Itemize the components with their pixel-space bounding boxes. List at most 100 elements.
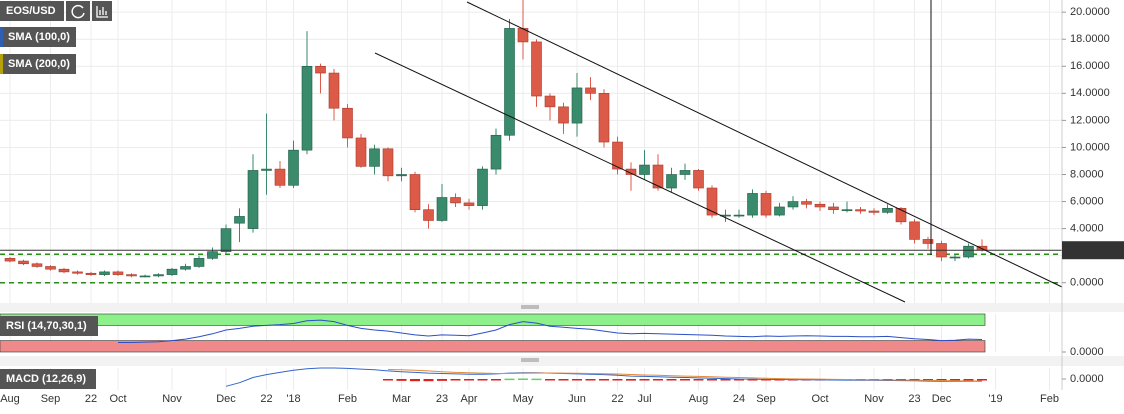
candle-body (612, 141, 623, 170)
y-tick-label: 4.0000 (1070, 223, 1104, 235)
x-tick-label: Aug (689, 393, 709, 405)
rsi-tag[interactable]: RSI (14,70,30,1) (0, 316, 98, 336)
histogram-bar (639, 379, 650, 381)
indicator-color (0, 54, 3, 74)
x-tick-label: 23 (908, 393, 920, 405)
candle-body (247, 170, 259, 229)
candle-body (207, 251, 218, 259)
candle-body (126, 274, 137, 277)
candle-body (72, 271, 83, 274)
histogram-bar (720, 379, 731, 381)
candle-body (531, 41, 542, 97)
candle-body (882, 208, 893, 213)
indicator-label: SMA (100,0) (8, 31, 70, 43)
x-tick-label: Feb (338, 393, 357, 405)
pane-separator[interactable] (0, 356, 1124, 366)
candle-body (747, 193, 758, 216)
candle-body (801, 201, 812, 205)
histogram-bar (396, 379, 407, 381)
candle-body (841, 209, 853, 211)
symbol-tag[interactable]: EOS/USD (0, 1, 64, 21)
histogram-bar (572, 379, 582, 381)
macd-tag[interactable]: MACD (12,26,9) (0, 369, 96, 389)
x-tick-label: 24 (733, 393, 745, 405)
histogram-bar (599, 379, 609, 381)
candle-body (18, 260, 29, 265)
candle-body (382, 148, 394, 177)
candle-body (774, 206, 785, 216)
trend-line (374, 52, 906, 303)
candle-body (234, 216, 245, 224)
tag-box (0, 1, 64, 21)
last-price-label: 2.402200 (1070, 244, 1116, 256)
candle-body (571, 87, 583, 124)
rsi-line (118, 319, 983, 343)
histogram-bar (464, 379, 474, 381)
axis-layer: Aug Sep 22 Oct Nov Dec 22 '18 Feb Mar 23 Apr May Jun 2… (0, 6, 1124, 405)
candle-body (112, 271, 124, 275)
y-tick-label: 0.0000 (1070, 373, 1104, 385)
candle-body (760, 193, 772, 216)
histogram-bar (545, 379, 555, 381)
y-tick-label: 18.0000 (1070, 33, 1110, 45)
candle-body (504, 28, 515, 136)
tag-box (0, 316, 98, 336)
candle-body (4, 258, 16, 262)
x-tick-label: Nov (162, 393, 182, 405)
x-tick-label: 23 (436, 393, 448, 405)
histogram-bar (963, 379, 974, 381)
candle-body (463, 202, 475, 206)
macd-line (225, 367, 983, 387)
candle-body (868, 210, 880, 213)
candle-body (909, 221, 920, 240)
histogram-bar (936, 379, 947, 381)
candle-body (31, 263, 43, 267)
candle-body (639, 164, 650, 175)
x-tick-label: Sep (756, 393, 776, 405)
x-tick-label: Oct (109, 393, 126, 405)
candle-body (679, 170, 691, 175)
y-tick-label: 8.0000 (1070, 168, 1104, 180)
histogram-bar (693, 379, 704, 381)
x-tick-label: Jun (568, 393, 586, 405)
candle-body (706, 187, 718, 216)
pane-separator[interactable] (0, 303, 1124, 312)
candle-body (301, 65, 313, 151)
indicator-tag[interactable]: SMA (200,0) (0, 54, 76, 74)
bars-icon (96, 6, 108, 18)
candle-body (369, 148, 380, 167)
candle-body (328, 72, 340, 109)
chart-type-button[interactable] (92, 1, 112, 21)
indicator-tag[interactable]: SMA (100,0) (0, 27, 76, 47)
x-tick-label: Oct (811, 393, 828, 405)
tag-box (0, 54, 76, 74)
x-tick-label: 22 (611, 393, 623, 405)
candle-body (544, 95, 556, 108)
candle-body (598, 93, 610, 143)
x-tick-label: Dec (932, 393, 952, 405)
button-box (92, 1, 112, 21)
histogram-bar (977, 379, 987, 381)
macd-label: MACD (12,26,9) (6, 373, 86, 385)
refresh-button[interactable] (66, 1, 90, 21)
candle-body (261, 168, 272, 171)
candle-body (180, 266, 191, 270)
candle-body (450, 197, 461, 204)
histogram-bar (477, 379, 488, 381)
candle-body (288, 149, 299, 186)
signal-line (387, 369, 983, 382)
tag-box (0, 27, 76, 47)
histogram-bar (410, 379, 420, 382)
candle-body (787, 201, 799, 208)
histogram-bar (383, 379, 393, 381)
indicator-label: SMA (200,0) (8, 58, 70, 70)
y-tick-label: 16.0000 (1070, 60, 1110, 72)
histogram-bar (518, 378, 528, 380)
candle-body (949, 256, 961, 259)
candle-body (855, 209, 866, 212)
histogram-bar (734, 379, 744, 381)
y-tick-label: 0.0000 (1070, 277, 1104, 289)
candle-body (58, 268, 70, 273)
